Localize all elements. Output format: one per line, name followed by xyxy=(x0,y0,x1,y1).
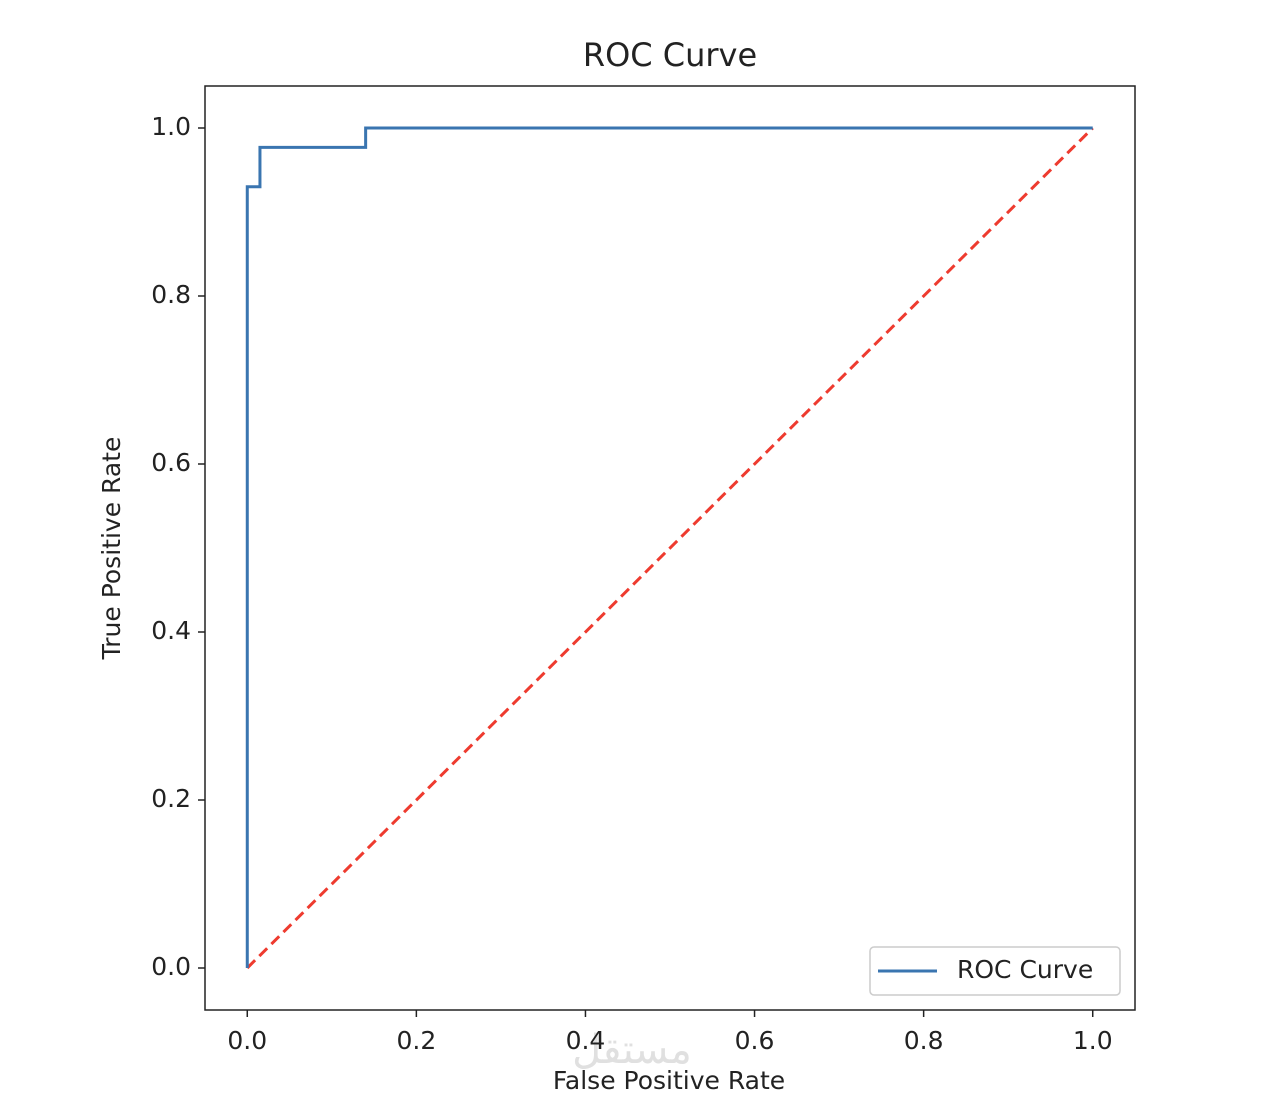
plot-frame xyxy=(204,85,1136,1011)
watermark: مستقل xyxy=(572,1027,692,1073)
legend-label: ROC Curve xyxy=(957,955,1093,984)
y-tick-label: 0.2 xyxy=(151,784,191,813)
y-tick-label: 0.0 xyxy=(151,952,191,981)
legend-box xyxy=(869,946,1121,996)
x-tick-label: 0.4 xyxy=(566,1026,606,1055)
x-tick-label: 0.2 xyxy=(396,1026,436,1055)
y-axis-label: True Positive Rate xyxy=(97,437,126,661)
roc-line xyxy=(245,126,1093,968)
x-tick-label: 0.8 xyxy=(904,1026,944,1055)
chart-title: ROC Curve xyxy=(583,36,757,74)
y-tick-label: 0.4 xyxy=(151,616,191,645)
reference-line xyxy=(246,126,1094,970)
x-tick-label: 0.0 xyxy=(227,1026,267,1055)
x-tick-label: 1.0 xyxy=(1073,1026,1113,1055)
x-axis-label: False Positive Rate xyxy=(553,1066,785,1095)
x-tick-label: 0.6 xyxy=(735,1026,775,1055)
y-tick-label: 0.8 xyxy=(151,280,191,309)
y-tick-label: 0.6 xyxy=(151,448,191,477)
y-tick-label: 1.0 xyxy=(151,112,191,141)
